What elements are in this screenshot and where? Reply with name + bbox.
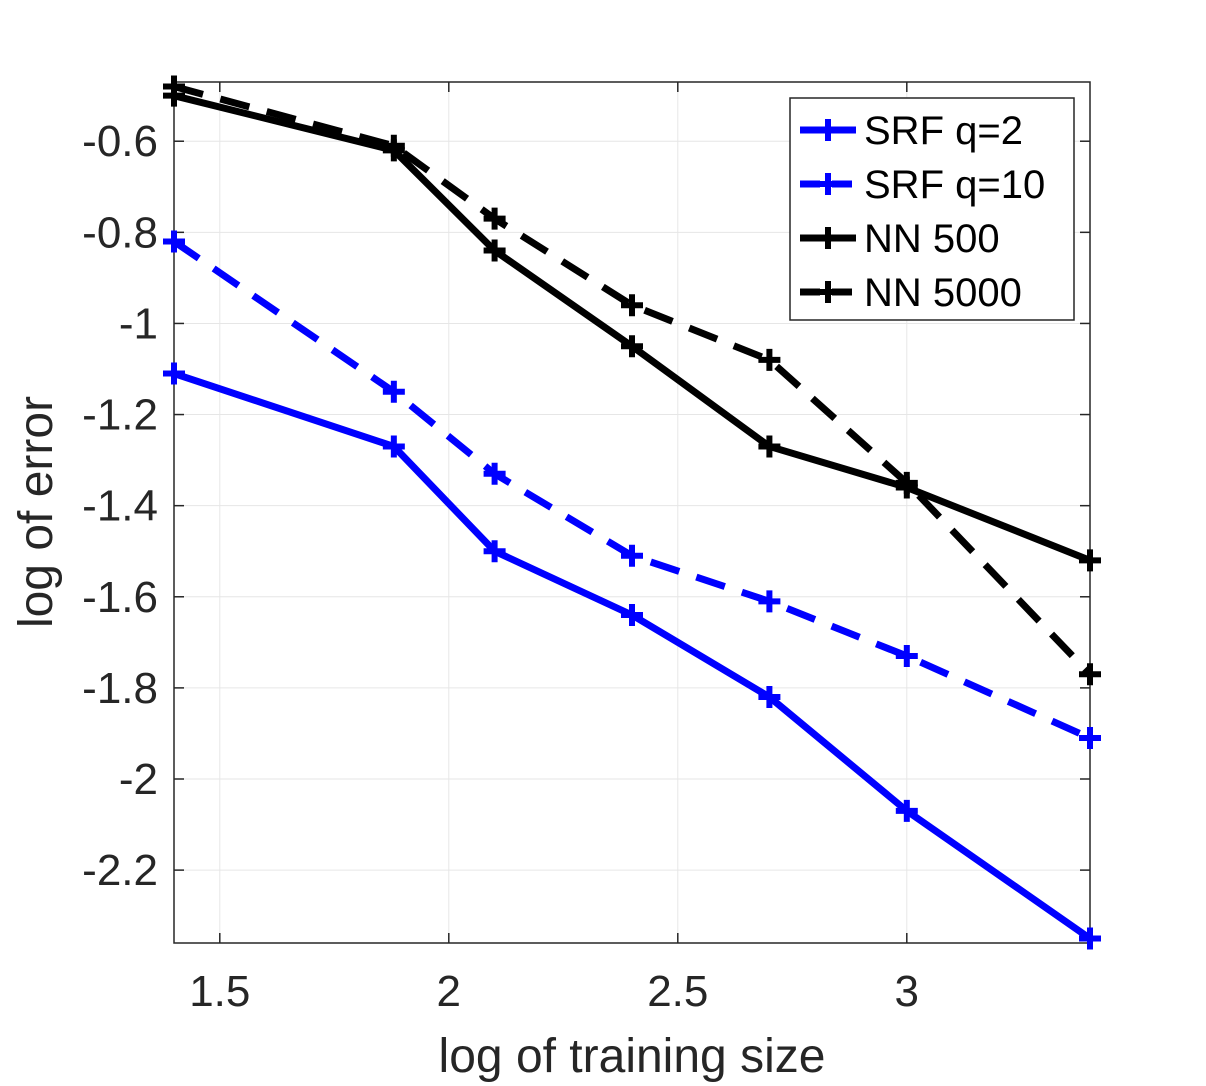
grid: [174, 82, 1090, 943]
data-point-marker: [163, 362, 185, 385]
legend-item: SRF q=10: [800, 163, 1045, 207]
series-nn-5000: [163, 75, 1101, 686]
y-tick-label: -0.6: [82, 117, 158, 166]
y-tick-label: -1: [119, 299, 158, 348]
legend-label: SRF q=10: [864, 163, 1045, 207]
legend-label: SRF q=2: [864, 109, 1023, 153]
legend-label: NN 5000: [864, 271, 1022, 315]
data-point-marker: [621, 544, 643, 567]
data-point-marker: [382, 134, 405, 157]
series-srf-q-2: [163, 362, 1101, 950]
data-point-marker: [621, 294, 643, 317]
x-tick-label: 1.5: [189, 967, 250, 1016]
x-tick-label: 2.5: [647, 967, 708, 1016]
data-point-marker: [483, 239, 506, 262]
data-point-marker: [895, 645, 918, 667]
legend-marker: [817, 227, 839, 249]
data-point-marker: [758, 348, 781, 371]
axis-ticks: 1.5 2 2.5 3 -0.6 -0.8 -1 -1.2 -1.4 -1.6 -1.8 -2 -2.2: [82, 82, 1090, 1016]
y-tick-label: -2.2: [82, 846, 158, 895]
legend-item: NN 500: [800, 217, 1000, 261]
legend-marker: [817, 281, 839, 303]
data-point-marker: [758, 590, 781, 613]
y-tick-label: -1.2: [82, 391, 158, 440]
data-point-marker: [483, 207, 506, 230]
y-tick-label: -1.8: [82, 664, 158, 713]
data-point-marker: [621, 604, 643, 626]
data-point-marker: [1079, 549, 1101, 572]
data-point-marker: [382, 380, 405, 403]
data-point-marker: [1079, 663, 1101, 686]
data-point-marker: [163, 75, 185, 98]
legend-box: [789, 97, 1075, 321]
x-tick-label: 2: [437, 967, 461, 1016]
data-point-marker: [483, 540, 506, 563]
series-layer: [163, 75, 1101, 950]
legend-item: NN 5000: [800, 271, 1022, 315]
y-tick-label: -2: [119, 755, 158, 804]
series-srf-q-10: [163, 230, 1101, 749]
data-point-marker: [483, 462, 506, 485]
data-point-marker: [895, 471, 918, 494]
data-point-marker: [1079, 927, 1101, 950]
data-point-marker: [1079, 727, 1101, 749]
y-axis-label: log of error: [10, 396, 63, 628]
legend-item: SRF q=2: [800, 109, 1023, 153]
plot-frame: [173, 81, 1091, 944]
legend-marker: [817, 119, 839, 141]
y-tick-label: -1.6: [82, 573, 158, 622]
y-tick-label: -1.4: [82, 482, 158, 531]
data-point-marker: [163, 230, 185, 253]
legend-marker: [817, 173, 839, 195]
x-axis-label: log of training size: [439, 1030, 826, 1083]
data-point-marker: [621, 335, 643, 358]
legend-label: NN 500: [864, 217, 1000, 261]
data-point-marker: [758, 435, 781, 458]
data-point-marker: [758, 686, 781, 708]
legend: SRF q=2 SRF q=10 NN 500 NN 5000: [789, 97, 1075, 321]
data-point-marker: [895, 799, 918, 822]
x-tick-label: 3: [895, 967, 919, 1016]
y-tick-label: -0.8: [82, 208, 158, 257]
data-point-marker: [382, 435, 405, 458]
